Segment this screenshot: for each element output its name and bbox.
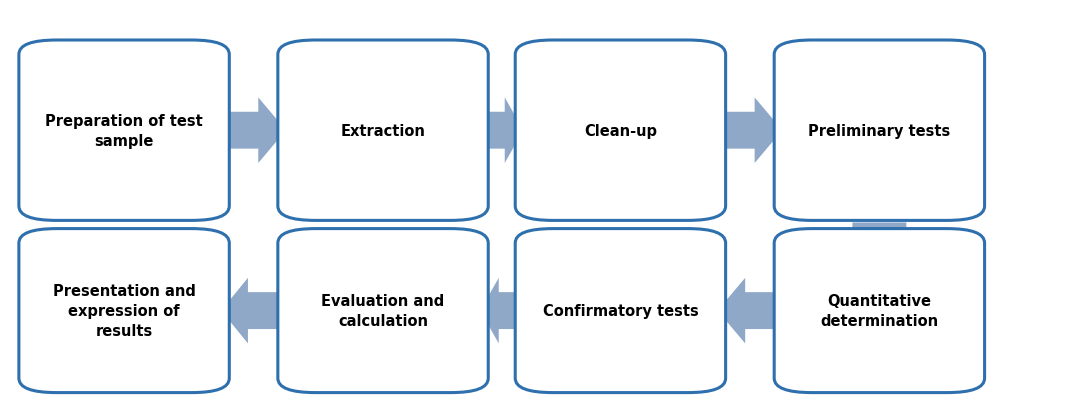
Polygon shape (718, 278, 783, 344)
FancyBboxPatch shape (516, 41, 725, 221)
FancyBboxPatch shape (774, 229, 984, 393)
Text: Preliminary tests: Preliminary tests (808, 124, 951, 138)
FancyBboxPatch shape (774, 41, 984, 221)
Polygon shape (480, 278, 524, 344)
FancyBboxPatch shape (19, 229, 229, 393)
Polygon shape (831, 223, 928, 268)
FancyBboxPatch shape (277, 229, 488, 393)
Text: Clean-up: Clean-up (584, 124, 657, 138)
Polygon shape (479, 98, 523, 164)
FancyBboxPatch shape (19, 41, 229, 221)
Text: Presentation and
expression of
results: Presentation and expression of results (53, 283, 195, 338)
Polygon shape (220, 98, 286, 164)
FancyBboxPatch shape (277, 41, 488, 221)
Text: Evaluation and
calculation: Evaluation and calculation (322, 294, 445, 328)
Polygon shape (221, 278, 285, 344)
Polygon shape (716, 98, 782, 164)
FancyBboxPatch shape (516, 229, 725, 393)
Text: Preparation of test
sample: Preparation of test sample (45, 114, 203, 148)
Text: Extraction: Extraction (341, 124, 425, 138)
Text: Confirmatory tests: Confirmatory tests (543, 303, 698, 318)
Text: Quantitative
determination: Quantitative determination (820, 294, 939, 328)
